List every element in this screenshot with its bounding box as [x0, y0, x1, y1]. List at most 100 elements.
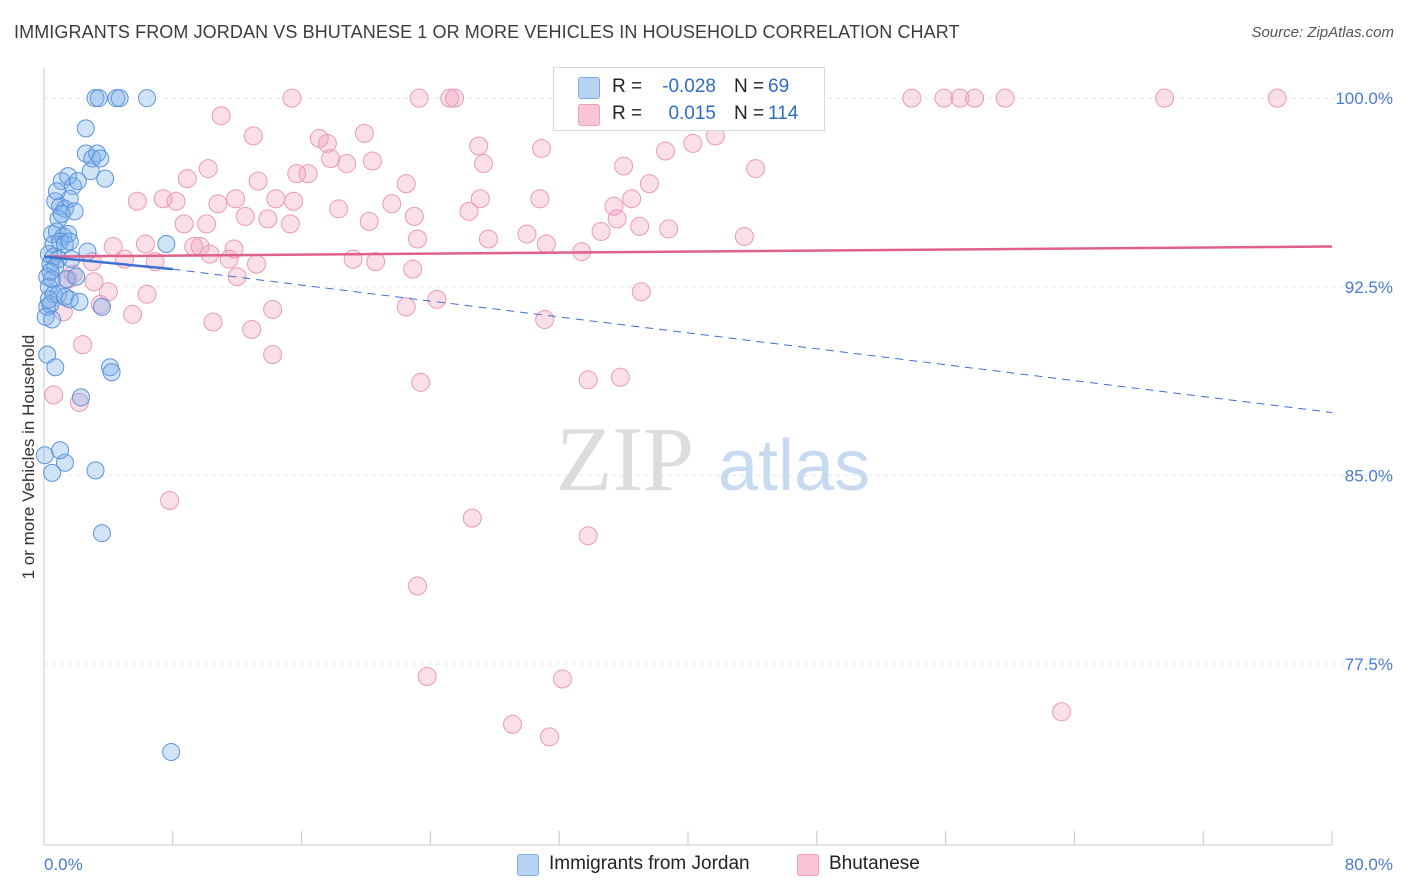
data-point-bhutanese	[503, 714, 523, 734]
data-point-bhutanese	[536, 234, 556, 254]
data-point-bhutanese	[362, 151, 382, 171]
data-point-bhutanese	[445, 88, 465, 108]
data-point-jordan	[67, 267, 86, 286]
stats-legend: R = -0.028 N = 69 R = 0.015 N = 114	[553, 67, 825, 131]
data-point-bhutanese	[462, 508, 482, 528]
data-point-bhutanese	[197, 214, 217, 234]
data-point-bhutanese	[517, 224, 537, 244]
data-point-bhutanese	[440, 88, 460, 108]
data-point-jordan	[35, 446, 54, 465]
data-point-bhutanese	[578, 370, 598, 390]
data-point-jordan	[59, 167, 78, 186]
data-point-bhutanese	[84, 272, 104, 292]
data-point-bhutanese	[219, 249, 239, 269]
data-point-bhutanese	[734, 226, 754, 246]
data-point-jordan	[72, 388, 91, 407]
legend-row-jordan: R = -0.028 N = 69	[554, 74, 824, 100]
data-point-bhutanese	[478, 229, 498, 249]
data-point-bhutanese	[404, 206, 424, 226]
data-point-jordan	[60, 232, 79, 251]
chart-title: IMMIGRANTS FROM JORDAN VS BHUTANESE 1 OR…	[14, 22, 960, 42]
data-point-bhutanese	[343, 249, 363, 269]
data-point-bhutanese	[211, 106, 231, 126]
data-point-bhutanese	[321, 149, 341, 169]
data-point-bhutanese	[474, 154, 494, 174]
data-point-jordan	[38, 345, 57, 364]
legend-n-value-jordan: 69	[768, 76, 790, 97]
trend-line-bhutanese	[43, 245, 1333, 258]
y-tick-labels: 77.5% 85.0% 92.5% 100.0%	[1335, 89, 1393, 674]
data-point-bhutanese	[329, 199, 349, 219]
data-point-bhutanese	[578, 526, 598, 546]
legend-r-value-jordan: -0.028	[662, 76, 716, 97]
data-point-bhutanese	[540, 727, 560, 747]
data-point-bhutanese	[248, 171, 268, 191]
data-point-bhutanese	[208, 194, 228, 214]
legend-n-label: N =	[734, 103, 765, 124]
data-point-bhutanese	[746, 159, 766, 179]
data-point-bhutanese	[469, 136, 489, 156]
data-point-bhutanese	[135, 234, 155, 254]
bottom-legend-swatch-jordan	[517, 854, 539, 876]
data-point-bhutanese	[127, 191, 147, 211]
legend-r-label: R =	[612, 76, 643, 97]
legend-swatch-jordan	[578, 77, 600, 99]
data-point-bhutanese	[366, 252, 386, 272]
bottom-legend-label-bhutanese: Bhutanese	[829, 853, 920, 874]
data-point-bhutanese	[530, 189, 550, 209]
y-tick-label: 100.0%	[1335, 89, 1393, 108]
data-point-bhutanese	[630, 216, 650, 236]
data-point-bhutanese	[166, 191, 186, 211]
data-point-bhutanese	[266, 189, 286, 209]
data-point-bhutanese	[337, 154, 357, 174]
data-point-jordan	[157, 235, 176, 254]
bottom-legend-label-jordan: Immigrants from Jordan	[549, 853, 750, 874]
data-point-bhutanese	[123, 304, 143, 324]
data-point-bhutanese	[950, 88, 970, 108]
data-point-bhutanese	[258, 209, 278, 229]
data-point-bhutanese	[137, 284, 157, 304]
data-point-bhutanese	[1052, 702, 1072, 722]
data-point-jordan	[47, 182, 66, 201]
data-point-bhutanese	[226, 189, 246, 209]
data-point-bhutanese	[604, 196, 624, 216]
data-point-jordan	[55, 235, 74, 254]
x-tick-label-min: 0.0%	[44, 855, 83, 874]
data-point-jordan	[70, 292, 89, 311]
data-point-jordan	[43, 310, 62, 329]
data-point-bhutanese	[403, 259, 423, 279]
data-point-bhutanese	[203, 312, 223, 332]
data-point-bhutanese	[287, 164, 307, 184]
data-point-bhutanese	[408, 229, 428, 249]
data-point-jordan	[86, 461, 105, 480]
y-tick-label: 92.5%	[1345, 278, 1393, 297]
legend-r-label: R =	[612, 103, 643, 124]
data-point-bhutanese	[965, 88, 985, 108]
trend-line-jordan	[43, 255, 173, 271]
data-point-bhutanese	[408, 576, 428, 596]
data-point-bhutanese	[359, 211, 379, 231]
data-point-jordan	[43, 463, 62, 482]
data-point-bhutanese	[683, 133, 703, 153]
data-point-bhutanese	[607, 209, 627, 229]
data-point-jordan	[91, 149, 110, 168]
data-point-bhutanese	[282, 88, 302, 108]
y-tick-label: 85.0%	[1345, 466, 1393, 485]
legend-row-bhutanese: R = 0.015 N = 114	[554, 101, 824, 127]
data-point-bhutanese	[614, 156, 634, 176]
trend-lines	[43, 245, 1333, 413]
data-point-bhutanese	[552, 669, 572, 689]
data-point-bhutanese	[1155, 88, 1175, 108]
data-point-bhutanese	[44, 385, 64, 405]
data-point-jordan	[55, 287, 74, 306]
data-point-bhutanese	[622, 189, 642, 209]
data-point-bhutanese	[382, 194, 402, 214]
data-point-bhutanese	[243, 126, 263, 146]
trend-line-jordan-extrapolated	[172, 268, 1333, 413]
data-point-bhutanese	[659, 219, 679, 239]
data-point-bhutanese	[224, 239, 244, 259]
legend-n-value-bhutanese: 114	[768, 103, 799, 124]
data-point-bhutanese	[411, 372, 431, 392]
data-point-bhutanese	[280, 214, 300, 234]
data-point-jordan	[162, 742, 181, 761]
